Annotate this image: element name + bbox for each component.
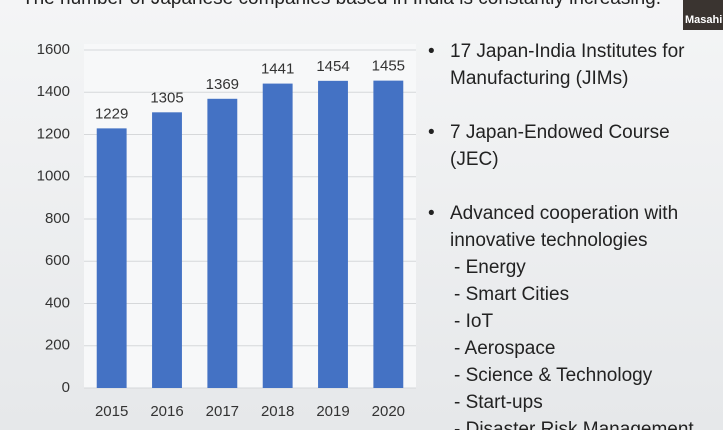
bullet-dot: •	[428, 203, 435, 224]
x-tick-label: 2016	[150, 403, 183, 420]
header: The number of Japanese companies based i…	[22, 0, 661, 9]
sub-bullet: - IoT	[454, 311, 493, 332]
sub-bullet: - Energy	[454, 257, 526, 278]
sub-bullet: - Disaster Risk Management	[454, 419, 694, 430]
value-label: 1455	[372, 58, 405, 75]
x-tick-label: 2020	[372, 403, 405, 420]
bar	[207, 98, 238, 388]
y-tick-label: 1000	[37, 168, 70, 185]
y-tick-label: 600	[45, 252, 70, 269]
x-tick-label: 2018	[261, 403, 294, 420]
y-tick-label: 200	[45, 337, 70, 354]
y-tick-label: 1600	[37, 41, 70, 58]
sub-bullet: - Start-ups	[454, 392, 543, 413]
sub-bullet: - Science & Technology	[454, 365, 653, 386]
bullet-text: Manufacturing (JIMs)	[450, 68, 628, 89]
y-tick-label: 800	[45, 210, 70, 227]
sub-bullet: - Aerospace	[454, 338, 555, 359]
presenter-name: Masahi	[685, 14, 722, 26]
video-thumbnail	[683, 0, 723, 30]
value-label: 1305	[150, 89, 183, 106]
bar	[373, 80, 404, 388]
y-tick-label: 0	[62, 379, 70, 396]
x-tick-label: 2019	[316, 403, 349, 420]
bar	[96, 128, 127, 388]
bar	[152, 112, 182, 388]
y-tick-label: 1200	[37, 125, 70, 142]
bar	[262, 83, 293, 389]
bullet-text: 17 Japan-India Institutes for	[450, 41, 685, 62]
bullet-dot: •	[428, 41, 435, 62]
x-tick-label: 2015	[95, 403, 128, 420]
bullet-text: innovative technologies	[450, 230, 648, 251]
bullet-text: 7 Japan-Endowed Course	[450, 122, 670, 143]
bullet-text: Advanced cooperation with	[450, 203, 678, 224]
x-tick-label: 2017	[206, 403, 239, 420]
y-tick-label: 400	[45, 294, 70, 311]
plot-area	[84, 44, 416, 388]
header-bullet: •	[4, 0, 11, 9]
value-label: 1454	[316, 58, 349, 75]
bullet-dot: •	[428, 122, 435, 143]
bar	[318, 80, 348, 388]
sub-bullet: - Smart Cities	[454, 284, 569, 305]
bullet-text: (JEC)	[450, 149, 499, 170]
value-label: 1229	[95, 105, 128, 122]
y-tick-label: 1400	[37, 83, 70, 100]
value-label: 1369	[206, 76, 239, 93]
value-label: 1441	[261, 61, 294, 78]
